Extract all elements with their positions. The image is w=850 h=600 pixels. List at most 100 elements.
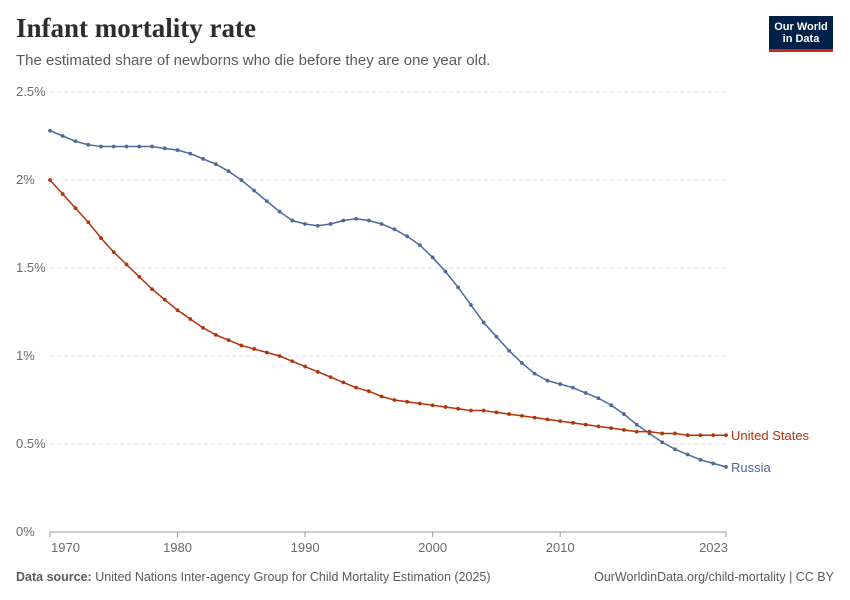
data-point-united-states: [520, 413, 524, 418]
data-point-united-states: [366, 389, 371, 394]
data-point-united-states: [596, 424, 601, 429]
data-point-united-states: [392, 398, 397, 402]
data-point-russia: [379, 222, 384, 226]
data-point-russia: [545, 378, 550, 383]
data-point-russia: [124, 144, 129, 149]
data-point-russia: [571, 385, 575, 390]
data-point-russia: [405, 234, 410, 239]
data-point-russia: [150, 144, 154, 149]
data-point-united-states: [175, 308, 180, 313]
data-point-russia: [264, 199, 269, 204]
data-point-russia: [711, 461, 716, 466]
data-point-russia: [443, 269, 448, 274]
data-point-russia: [634, 422, 639, 427]
data-point-united-states: [507, 412, 512, 416]
data-point-united-states: [252, 347, 256, 351]
series-line-russia: [49, 130, 727, 468]
data-point-russia: [520, 361, 524, 365]
data-point-united-states: [456, 406, 461, 411]
data-point-russia: [213, 162, 218, 167]
y-tick-label: 1.5%: [16, 260, 46, 275]
data-point-russia: [137, 144, 142, 149]
data-point-russia: [73, 139, 78, 144]
data-point-russia: [277, 209, 282, 214]
axis-layer: 0% 0.5% 1% 1.5% 2% 2.5% 1970 1980 1990 2000 2010 20…: [16, 84, 728, 555]
data-point-united-states: [290, 359, 295, 364]
data-point-russia: [290, 218, 295, 223]
data-point-russia: [609, 403, 614, 408]
logo-line-1: Our World: [774, 20, 828, 33]
y-tick-label: 0.5%: [16, 436, 46, 451]
data-point-russia: [175, 148, 180, 152]
data-point-russia: [48, 128, 52, 133]
data-point-russia: [201, 156, 205, 161]
data-point-united-states: [417, 401, 422, 406]
data-point-united-states: [379, 394, 384, 399]
x-tick-label: 1980: [163, 540, 192, 555]
data-point-united-states: [239, 343, 244, 348]
chart-title: Infant mortality rate: [16, 13, 256, 43]
data-point-united-states: [443, 405, 448, 409]
data-source-label: Data source:: [16, 570, 92, 584]
data-point-russia: [507, 348, 512, 353]
data-point-russia: [354, 216, 359, 221]
data-point-russia: [417, 243, 422, 248]
footer-link[interactable]: OurWorldinData.org/child-mortality | CC …: [594, 570, 834, 584]
data-point-united-states: [137, 274, 142, 279]
data-point-russia: [685, 452, 690, 457]
data-point-russia: [430, 255, 435, 260]
data-point-united-states: [545, 417, 550, 422]
data-point-russia: [252, 188, 256, 193]
data-source-text[interactable]: United Nations Inter-agency Group for Ch…: [95, 570, 491, 584]
chart-subtitle: The estimated share of newborns who die …: [16, 52, 491, 69]
data-point-united-states: [124, 262, 129, 267]
data-point-russia: [162, 146, 167, 151]
data-point-united-states: [86, 220, 91, 225]
data-point-united-states: [532, 415, 537, 420]
data-point-united-states: [405, 399, 410, 404]
data-point-united-states: [685, 433, 690, 438]
owid-logo[interactable]: Our World in Data: [769, 16, 833, 52]
data-point-united-states: [315, 369, 320, 374]
data-point-united-states: [99, 236, 103, 240]
data-point-united-states: [264, 350, 269, 355]
data-point-russia: [392, 227, 397, 232]
data-point-russia: [303, 222, 307, 226]
data-point-united-states: [622, 428, 626, 432]
data-point-united-states: [48, 178, 52, 182]
data-point-united-states: [660, 431, 665, 436]
data-point-russia: [558, 382, 563, 387]
data-point-russia: [596, 396, 601, 401]
series-line-united-states: [49, 179, 726, 436]
data-point-united-states: [60, 192, 65, 196]
y-tick-label: 2%: [16, 172, 35, 187]
data-point-russia: [673, 447, 677, 452]
series-label-united-states: United States: [731, 428, 810, 443]
y-tick-label: 0%: [16, 524, 35, 539]
y-tick-label: 1%: [16, 348, 35, 363]
data-point-united-states: [303, 364, 307, 369]
data-point-united-states: [328, 375, 333, 380]
data-point-russia: [583, 391, 588, 395]
data-point-united-states: [647, 429, 652, 434]
data-point-russia: [622, 412, 626, 416]
data-point-russia: [366, 218, 371, 223]
y-tick-label: 2.5%: [16, 84, 46, 99]
data-point-russia: [328, 222, 333, 226]
logo-line-2: in Data: [782, 32, 820, 45]
data-point-united-states: [277, 354, 282, 358]
data-source: Data source: United Nations Inter-agency…: [16, 570, 491, 584]
data-point-united-states: [213, 332, 218, 337]
x-tick-label: 1970: [51, 540, 80, 555]
data-point-russia: [481, 320, 486, 325]
data-point-russia: [532, 371, 537, 376]
data-point-russia: [111, 144, 116, 149]
data-point-russia: [698, 457, 703, 462]
x-tick-label: 2023: [699, 540, 728, 555]
data-point-united-states: [583, 422, 588, 427]
data-point-russia: [188, 151, 193, 156]
data-point-russia: [341, 218, 346, 223]
data-point-russia: [60, 134, 65, 138]
data-point-united-states: [571, 420, 575, 425]
data-point-russia: [469, 303, 473, 307]
